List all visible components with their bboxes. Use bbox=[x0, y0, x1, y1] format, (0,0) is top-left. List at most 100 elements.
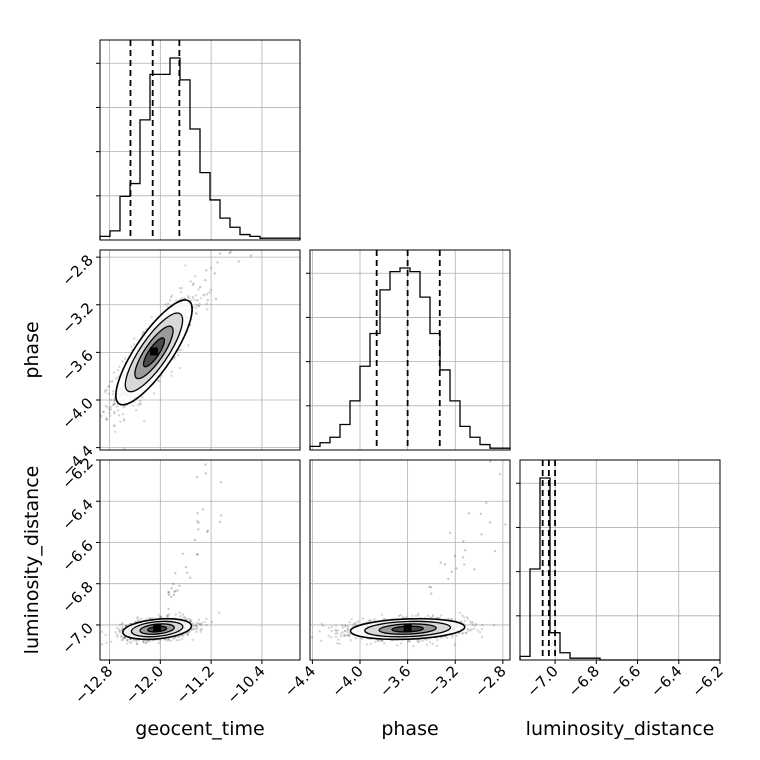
x-tick-label: −4.4 bbox=[281, 662, 319, 700]
sample-point bbox=[334, 632, 337, 635]
sample-point bbox=[478, 630, 482, 634]
sample-point bbox=[438, 616, 442, 620]
sample-point bbox=[204, 463, 207, 466]
sample-point bbox=[133, 343, 136, 346]
sample-point bbox=[177, 635, 181, 638]
x-tick-label: −3.6 bbox=[376, 662, 414, 700]
y-tick-label: −3.6 bbox=[58, 346, 96, 384]
sample-point bbox=[485, 501, 488, 504]
sample-point bbox=[466, 617, 470, 621]
sample-point bbox=[327, 634, 330, 638]
sample-point bbox=[195, 312, 198, 315]
sample-point bbox=[137, 619, 141, 622]
sample-point bbox=[416, 638, 419, 642]
sample-point bbox=[182, 615, 185, 619]
sample-point bbox=[173, 590, 176, 593]
x-tick-label: −6.4 bbox=[647, 662, 685, 700]
sample-point bbox=[165, 615, 169, 618]
sample-point bbox=[105, 416, 108, 420]
sample-point bbox=[111, 403, 115, 407]
sample-point bbox=[218, 520, 222, 524]
sample-point bbox=[380, 613, 384, 617]
sample-point bbox=[93, 415, 95, 417]
sample-point bbox=[106, 418, 109, 421]
sample-point bbox=[173, 356, 176, 360]
sample-point bbox=[187, 343, 190, 347]
sample-point bbox=[343, 629, 347, 633]
sample-point bbox=[467, 512, 470, 515]
sample-point bbox=[178, 638, 181, 642]
sample-point bbox=[453, 555, 457, 558]
sample-point bbox=[123, 405, 127, 408]
sample-point bbox=[167, 591, 170, 594]
sample-point bbox=[122, 419, 126, 422]
sample-point bbox=[214, 226, 216, 228]
sample-point bbox=[157, 641, 160, 645]
sample-point bbox=[463, 619, 467, 623]
sample-point bbox=[200, 628, 203, 631]
sample-point bbox=[303, 639, 305, 641]
sample-point bbox=[148, 616, 151, 620]
sample-point bbox=[104, 418, 108, 421]
sample-point bbox=[137, 403, 140, 407]
sample-point bbox=[346, 628, 349, 631]
scatter-phase-vs-luminosity-distance bbox=[303, 429, 570, 648]
sample-point bbox=[336, 642, 339, 645]
sample-point bbox=[568, 466, 570, 468]
sample-point bbox=[198, 622, 201, 626]
density-peak bbox=[149, 347, 158, 356]
y-tick-label: −4.0 bbox=[58, 394, 96, 432]
sample-point bbox=[204, 278, 207, 282]
sample-point bbox=[184, 565, 188, 569]
sample-point bbox=[195, 299, 198, 302]
sample-point bbox=[219, 244, 221, 246]
sample-point bbox=[148, 640, 151, 643]
y-axis-label-luminosity-distance: luminosity_distance bbox=[21, 466, 43, 655]
sample-point bbox=[197, 521, 200, 524]
sample-point bbox=[167, 590, 170, 594]
sample-point bbox=[191, 296, 194, 299]
sample-point bbox=[463, 549, 467, 552]
x-tick-label: −12.0 bbox=[122, 662, 167, 707]
sample-point bbox=[107, 384, 111, 388]
sample-point bbox=[183, 297, 187, 300]
sample-point bbox=[451, 634, 454, 637]
sample-point bbox=[117, 409, 120, 412]
sample-point bbox=[182, 635, 185, 638]
sample-point bbox=[209, 288, 213, 292]
sample-point bbox=[198, 302, 201, 306]
sample-point bbox=[181, 613, 185, 616]
sample-point bbox=[366, 643, 369, 646]
sample-point bbox=[373, 618, 376, 621]
sample-point bbox=[197, 305, 201, 308]
sample-point bbox=[446, 636, 449, 640]
sample-point bbox=[218, 611, 221, 614]
sample-point bbox=[543, 429, 545, 431]
sample-point bbox=[226, 439, 228, 441]
sample-point bbox=[216, 261, 219, 264]
sample-point bbox=[215, 240, 217, 242]
sample-point bbox=[121, 621, 124, 625]
sample-point bbox=[344, 634, 348, 637]
sample-point bbox=[440, 614, 443, 617]
sample-point bbox=[101, 410, 105, 413]
sample-point bbox=[343, 624, 347, 627]
sample-point bbox=[196, 299, 200, 302]
sample-point bbox=[122, 636, 125, 640]
sample-point bbox=[143, 419, 146, 423]
sample-point bbox=[111, 390, 115, 393]
y-tick-label: −6.6 bbox=[58, 537, 96, 575]
sample-point bbox=[158, 639, 161, 642]
sample-point bbox=[152, 392, 156, 395]
sample-point bbox=[194, 294, 198, 297]
sample-point bbox=[109, 398, 113, 402]
sample-point bbox=[206, 529, 210, 532]
sample-point bbox=[167, 638, 171, 641]
sample-point bbox=[115, 626, 119, 630]
sample-point bbox=[135, 642, 139, 645]
sample-point bbox=[118, 365, 121, 369]
sample-point bbox=[466, 629, 470, 632]
sample-point bbox=[106, 406, 109, 409]
sample-point bbox=[346, 628, 350, 631]
sample-point bbox=[380, 640, 383, 643]
